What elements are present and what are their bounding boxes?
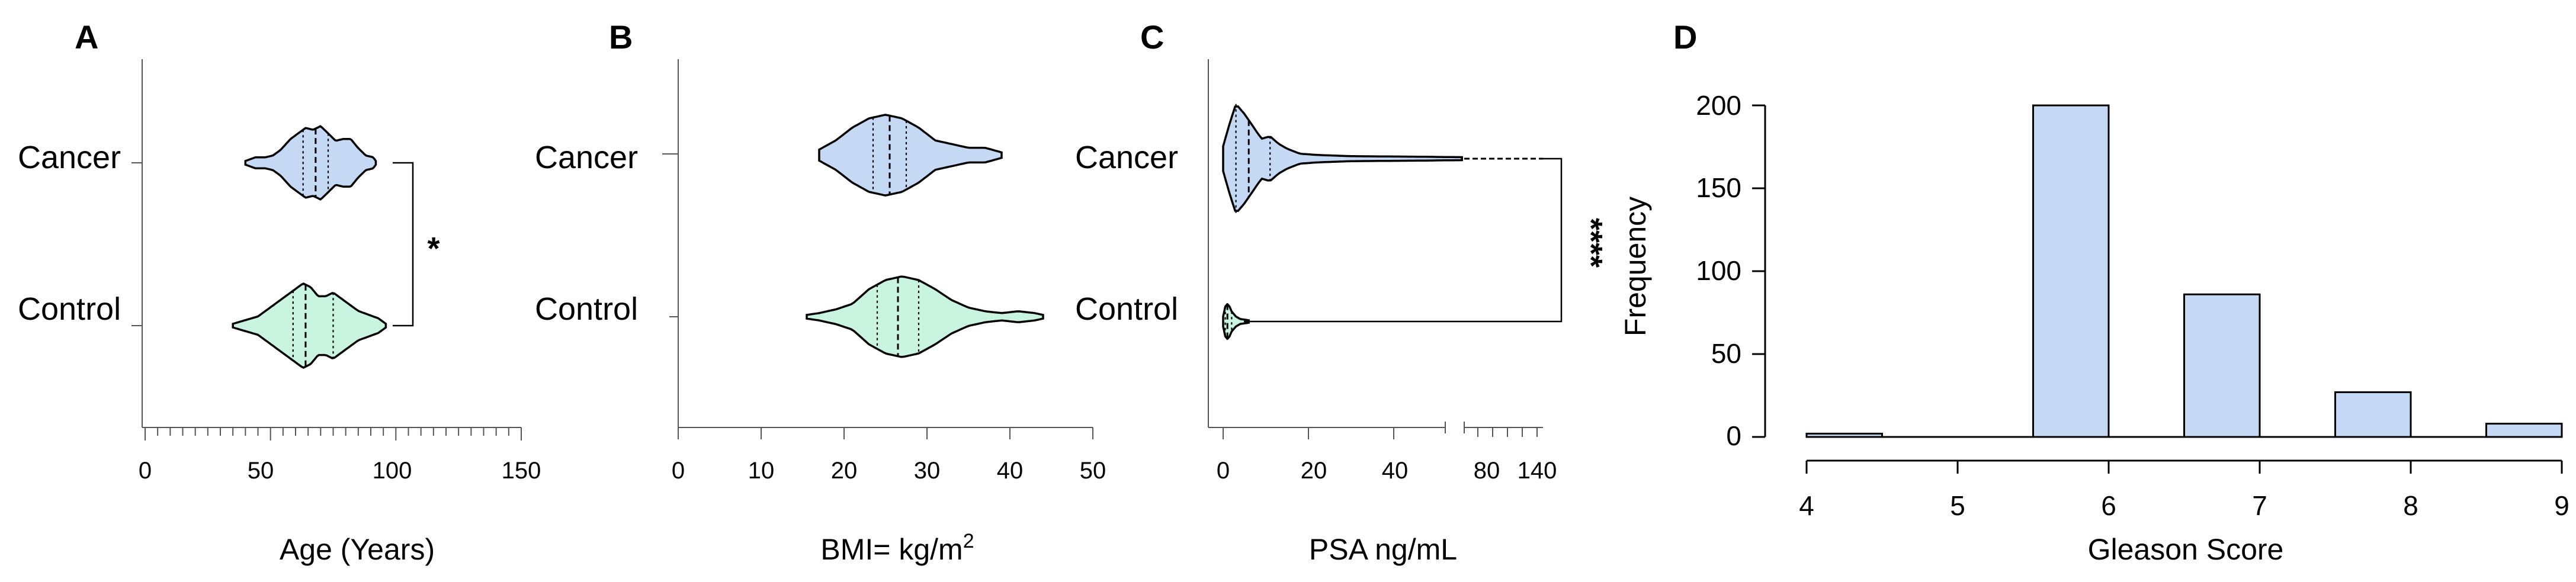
panel-d-y-ticks [1752, 104, 1765, 438]
panel-b-x-tick-label: 20 [831, 458, 858, 484]
panel-b-letter: B [609, 18, 633, 56]
panel-d-y-tick-label: 200 [1696, 90, 1741, 121]
violin-control [806, 275, 1044, 358]
panel-b: B Cancer Control 0 10 20 30 40 50 BMI= k… [535, 18, 1106, 566]
panel-d-x-tick-label: 4 [1799, 490, 1814, 521]
panel-d-y-tick-label: 100 [1696, 255, 1741, 286]
panel-b-category-control: Control [535, 291, 638, 327]
panel-a-significance-marker: * [427, 231, 440, 266]
panel-d-y-axis-title: Frequency [1619, 197, 1652, 336]
violin-cancer [244, 125, 377, 201]
violin-control [232, 282, 387, 369]
panel-b-x-axis-title-superscript: 2 [963, 530, 974, 552]
histogram-bar [2183, 293, 2261, 438]
panel-d-bars [1805, 104, 2563, 438]
panel-c-significance-bracket [1244, 157, 1563, 323]
panel-d-x-ticks [1805, 461, 2563, 474]
panel-b-violins [806, 114, 1044, 358]
panel-d-y-tick-label: 50 [1711, 338, 1741, 369]
violin-cancer [818, 114, 1003, 197]
panel-d: D Frequency 0 50 100 150 200 4 5 6 7 8 9… [1619, 18, 2569, 566]
panel-c-ticks [1223, 427, 1538, 439]
panel-c: C Cancer Control 0 20 40 80 140 PSA ng/m… [1075, 18, 1609, 566]
panel-a-category-cancer: Cancer [18, 140, 121, 175]
panel-b-category-cancer: Cancer [535, 140, 638, 175]
panel-b-x-tick-label: 0 [672, 458, 685, 484]
panel-b-x-tick-label: 10 [748, 458, 775, 484]
panel-d-letter: D [1673, 18, 1697, 56]
panel-a-significance-bracket [393, 162, 414, 327]
panel-a-x-tick-label: 150 [502, 458, 541, 484]
panel-b-x-tick-label: 40 [997, 458, 1024, 484]
panel-c-x-tick-label-break: 140 [1518, 458, 1557, 484]
panel-c-x-tick-label-break: 80 [1474, 458, 1500, 484]
panel-a-letter: A [75, 18, 98, 56]
panel-c-significance-marker: **** [1573, 218, 1609, 268]
panel-b-x-axis-title: BMI= kg/m2 [820, 530, 974, 566]
histogram-bar [2485, 423, 2563, 438]
histogram-bar [2032, 104, 2110, 438]
panel-c-x-tick-label: 20 [1301, 458, 1327, 484]
panel-a-category-control: Control [18, 291, 121, 327]
panel-a-x-tick-label: 0 [139, 458, 152, 484]
panel-b-x-tick-label: 30 [914, 458, 941, 484]
panel-d-y-tick-label: 150 [1696, 172, 1741, 203]
panel-a-x-tick-label: 100 [373, 458, 412, 484]
panel-c-category-control: Control [1075, 291, 1178, 327]
panel-a-violins [232, 125, 387, 369]
panel-c-letter: C [1140, 18, 1164, 56]
panel-d-x-tick-label: 5 [1950, 490, 1965, 521]
panel-a: A Cancer Control 0 50 100 150 Age (Years… [18, 18, 541, 566]
violin-cancer [1222, 105, 1463, 212]
panel-b-x-tick-label: 50 [1080, 458, 1106, 484]
panel-d-x-tick-label: 9 [2554, 490, 2569, 521]
histogram-bar [2334, 391, 2412, 438]
histogram-bar [1805, 432, 1883, 438]
panel-d-x-axis-title: Gleason Score [2088, 533, 2284, 566]
panel-a-x-tick-label: 50 [248, 458, 274, 484]
panel-c-category-cancer: Cancer [1075, 140, 1178, 175]
panel-c-x-tick-label: 40 [1382, 458, 1409, 484]
panel-c-violins [1222, 104, 1463, 340]
panel-c-x-tick-label: 0 [1217, 458, 1230, 484]
panel-d-x-tick-label: 6 [2101, 490, 2116, 521]
panel-c-x-axis-title: PSA ng/mL [1309, 533, 1457, 566]
panel-b-major-ticks [678, 427, 1093, 439]
panel-a-minor-ticks [145, 427, 522, 440]
panel-d-x-tick-label: 7 [2252, 490, 2267, 521]
panel-d-x-tick-label: 8 [2403, 490, 2418, 521]
panel-b-x-axis-title-main: BMI= kg/m [820, 533, 963, 566]
panel-d-y-tick-label: 0 [1726, 420, 1741, 451]
panel-a-x-axis-title: Age (Years) [280, 533, 435, 566]
